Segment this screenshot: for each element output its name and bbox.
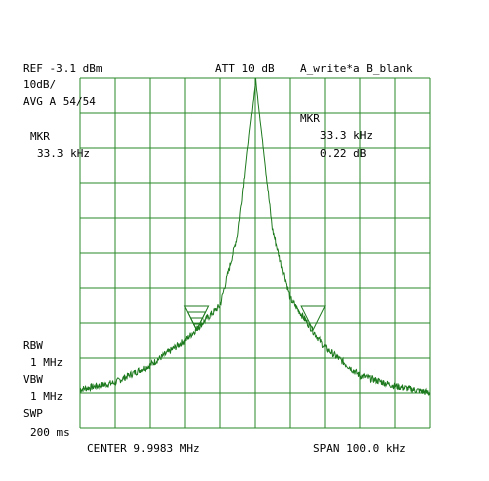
attenuation-label: ATT 10 dB <box>215 62 275 75</box>
graticule-grid <box>79 77 431 429</box>
vbw-label: VBW <box>23 373 43 386</box>
marker-right-freq: 33.3 kHz <box>320 129 373 142</box>
marker-left-freq: 33.3 kHz <box>37 147 90 160</box>
trace-a-line <box>79 77 431 397</box>
ref-level-label: REF -3.1 dBm <box>23 62 103 75</box>
vbw-value: 1 MHz <box>30 390 63 403</box>
marker-right-level: 0.22 dB <box>320 147 367 160</box>
sweep-label: SWP <box>23 407 43 420</box>
sweep-value: 200 ms <box>30 426 70 439</box>
scale-label: 10dB/ <box>23 78 56 91</box>
marker-right-label: MKR <box>300 112 320 125</box>
marker-left-label: MKR <box>30 130 50 143</box>
trace-mode-label: A_write*a B_blank <box>300 62 413 75</box>
markers-group <box>183 305 326 332</box>
span-label: SPAN 100.0 kHz <box>313 442 406 455</box>
center-frequency-label: CENTER 9.9983 MHz <box>87 442 200 455</box>
rbw-value: 1 MHz <box>30 356 63 369</box>
rbw-label: RBW <box>23 339 43 352</box>
marker-2-triangle <box>300 305 326 332</box>
average-label: AVG A 54/54 <box>23 95 96 108</box>
marker-1-triangle <box>183 305 210 332</box>
